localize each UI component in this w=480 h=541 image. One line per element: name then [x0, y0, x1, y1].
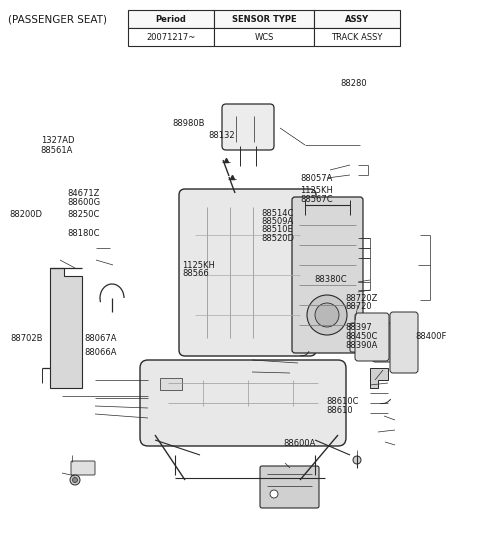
Text: 88057A: 88057A: [300, 174, 332, 183]
Polygon shape: [370, 368, 388, 388]
FancyBboxPatch shape: [179, 189, 316, 356]
Text: 88066A: 88066A: [84, 348, 117, 357]
Text: 88280: 88280: [341, 80, 367, 88]
Bar: [214, 10, 314, 28]
Text: 20071217~: 20071217~: [146, 32, 196, 42]
Text: 88400F: 88400F: [415, 332, 446, 341]
Text: SENSOR TYPE: SENSOR TYPE: [232, 15, 296, 23]
Text: 1327AD: 1327AD: [41, 136, 74, 145]
Text: (PASSENGER SEAT): (PASSENGER SEAT): [8, 15, 107, 25]
Text: 88980B: 88980B: [173, 119, 205, 128]
Bar: [160, 378, 182, 390]
Text: 88450C: 88450C: [346, 332, 378, 341]
FancyBboxPatch shape: [140, 360, 346, 446]
Text: 88180C: 88180C: [67, 229, 100, 238]
FancyBboxPatch shape: [260, 466, 319, 508]
Bar: [314, 10, 400, 28]
Text: ASSY: ASSY: [345, 15, 369, 23]
Text: 88397: 88397: [346, 324, 372, 332]
FancyBboxPatch shape: [350, 323, 372, 352]
Text: 88514C: 88514C: [262, 209, 294, 218]
Circle shape: [315, 303, 339, 327]
Text: 88600G: 88600G: [67, 199, 100, 207]
FancyBboxPatch shape: [222, 104, 274, 150]
Circle shape: [307, 295, 347, 335]
Text: 88561A: 88561A: [41, 146, 73, 155]
FancyBboxPatch shape: [71, 461, 95, 475]
Text: 88520D: 88520D: [262, 234, 295, 242]
Text: 88720Z: 88720Z: [346, 294, 378, 302]
Text: 88567C: 88567C: [300, 195, 333, 203]
Text: 88720: 88720: [346, 302, 372, 311]
Text: 88250C: 88250C: [67, 210, 99, 219]
Circle shape: [72, 478, 77, 483]
Text: 88200D: 88200D: [10, 210, 43, 219]
FancyBboxPatch shape: [355, 313, 389, 361]
Text: 88610: 88610: [326, 406, 353, 414]
Text: 1125KH: 1125KH: [300, 187, 333, 195]
Text: 84671Z: 84671Z: [67, 189, 99, 197]
Circle shape: [353, 456, 361, 464]
Text: 88390A: 88390A: [346, 341, 378, 349]
Bar: [214, 28, 314, 46]
FancyBboxPatch shape: [373, 323, 391, 362]
Text: 88600A: 88600A: [283, 439, 315, 448]
FancyBboxPatch shape: [292, 197, 363, 353]
Text: Period: Period: [156, 15, 186, 23]
Bar: [128, 28, 214, 46]
Text: 88566: 88566: [182, 269, 209, 278]
Text: 88132: 88132: [209, 131, 235, 140]
Text: TRACK ASSY: TRACK ASSY: [331, 32, 383, 42]
Text: 88380C: 88380C: [314, 275, 347, 283]
Text: 88702B: 88702B: [11, 334, 43, 342]
Text: WCS: WCS: [254, 32, 274, 42]
Polygon shape: [50, 268, 82, 388]
Text: 88509A: 88509A: [262, 217, 294, 226]
Bar: [128, 10, 214, 28]
Bar: [314, 28, 400, 46]
Text: 88510E: 88510E: [262, 226, 293, 234]
Text: 1125KH: 1125KH: [182, 261, 215, 269]
FancyBboxPatch shape: [390, 312, 418, 373]
Circle shape: [270, 490, 278, 498]
Text: 88067A: 88067A: [84, 334, 117, 342]
Text: 88610C: 88610C: [326, 397, 359, 406]
Circle shape: [70, 475, 80, 485]
